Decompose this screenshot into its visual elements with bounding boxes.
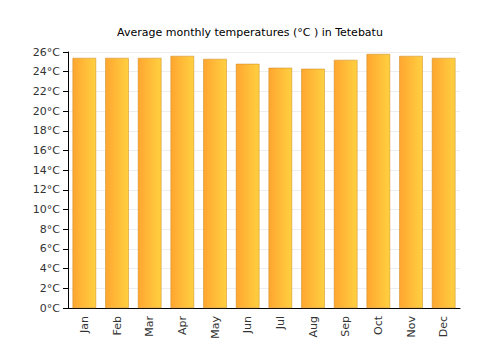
svg-text:Jun: Jun	[241, 316, 254, 334]
svg-text:Feb: Feb	[111, 316, 124, 335]
svg-text:18°C: 18°C	[33, 124, 60, 137]
svg-text:14°C: 14°C	[33, 164, 60, 177]
svg-text:6°C: 6°C	[40, 242, 60, 255]
svg-text:20°C: 20°C	[33, 105, 60, 118]
svg-text:Average monthly temperatures (: Average monthly temperatures (°C ) in Te…	[117, 26, 383, 39]
svg-text:Dec: Dec	[437, 316, 450, 337]
svg-text:2°C: 2°C	[40, 282, 60, 295]
svg-text:May: May	[209, 316, 222, 339]
svg-text:Nov: Nov	[405, 316, 418, 338]
svg-text:Aug: Aug	[307, 316, 320, 337]
svg-text:12°C: 12°C	[33, 183, 60, 196]
svg-text:Oct: Oct	[372, 315, 385, 335]
svg-text:0°C: 0°C	[40, 302, 60, 315]
svg-text:Sep: Sep	[339, 316, 352, 337]
svg-text:16°C: 16°C	[33, 144, 60, 157]
svg-text:10°C: 10°C	[33, 203, 60, 216]
svg-text:22°C: 22°C	[33, 85, 60, 98]
svg-text:24°C: 24°C	[33, 65, 60, 78]
svg-text:Jan: Jan	[78, 316, 91, 334]
svg-text:8°C: 8°C	[40, 223, 60, 236]
svg-text:4°C: 4°C	[40, 262, 60, 275]
svg-text:Apr: Apr	[176, 316, 189, 336]
svg-text:Mar: Mar	[143, 316, 156, 337]
svg-text:26°C: 26°C	[33, 46, 60, 59]
svg-text:Jul: Jul	[274, 316, 287, 330]
